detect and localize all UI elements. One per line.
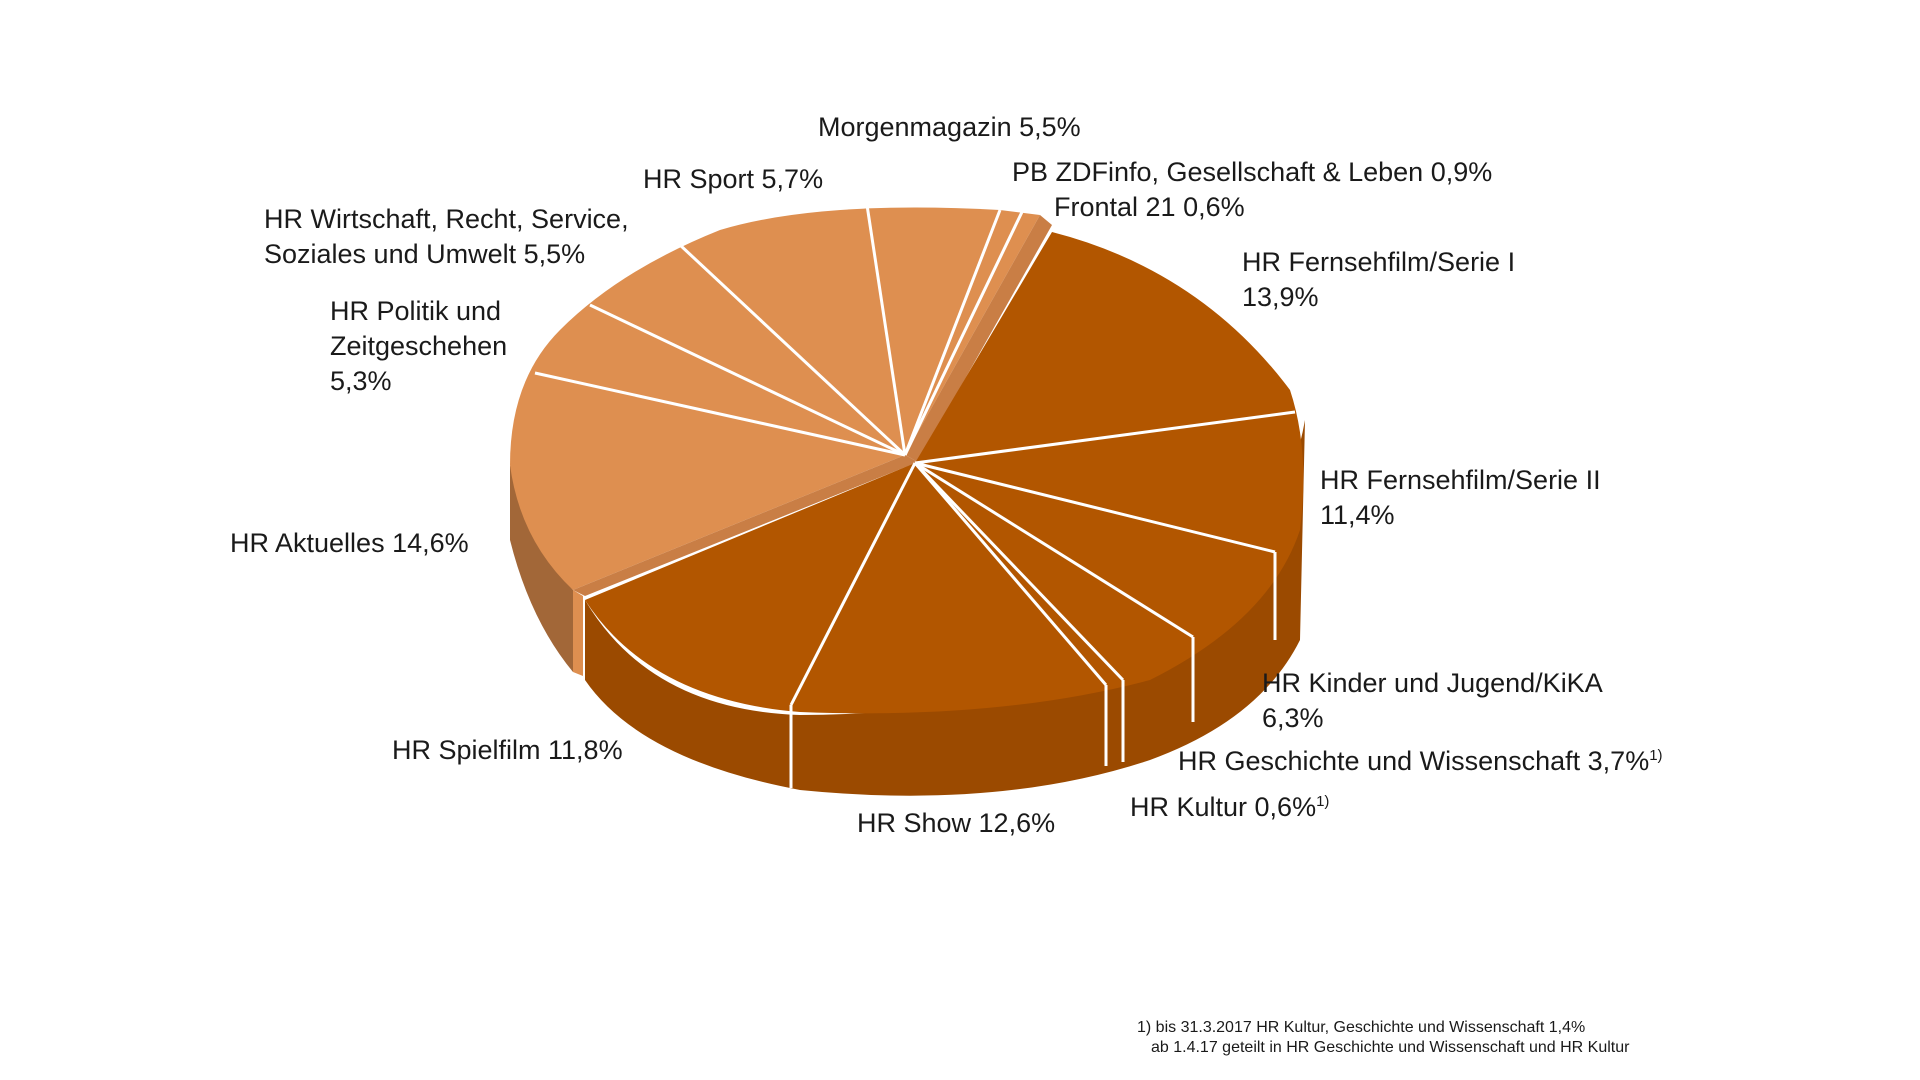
footnote-marker: 1) [1316,793,1330,810]
label-line: Soziales und Umwelt 5,5% [264,239,586,269]
label-morgenmagazin: Morgenmagazin 5,5% [818,112,1081,142]
label-line: Zeitgeschehen [330,331,508,361]
light-slices-top [510,207,1040,590]
label-frontal21: Frontal 21 0,6% [1054,192,1245,222]
label-hr-spielfilm: HR Spielfilm 11,8% [392,735,623,765]
label-hr-kultur: HR Kultur 0,6%1) [1130,784,1329,825]
label-line: HR Politik und [330,296,502,326]
light-dividers [534,204,1024,457]
label-hr-fernsehfilm-2: HR Fernsehfilm/Serie II 11,4% [1320,463,1601,533]
label-hr-sport: HR Sport 5,7% [643,164,824,194]
label-text: HR Geschichte und Wissenschaft 3,7% [1178,746,1650,776]
label-hr-wirtschaft: HR Wirtschaft, Recht, Service, Soziales … [264,202,629,272]
label-line: 13,9% [1242,282,1319,312]
label-line: 5,3% [330,366,392,396]
label-line: HR Kinder und Jugend/KiKA [1262,668,1603,698]
label-line: HR Fernsehfilm/Serie I [1242,247,1516,277]
label-hr-geschichte: HR Geschichte und Wissenschaft 3,7%1) [1178,738,1663,779]
label-hr-show: HR Show 12,6% [857,808,1056,838]
label-text: HR Kultur 0,6% [1130,792,1317,822]
dark-slices-side [585,420,1305,796]
label-line: 6,3% [1262,703,1324,733]
footnote-line: ab 1.4.17 geteilt in HR Geschichte und W… [1151,1039,1630,1056]
label-pb-zdfinfo: PB ZDFinfo, Gesellschaft & Leben 0,9% [1012,157,1493,187]
dark-dividers [789,410,1296,788]
label-line: HR Wirtschaft, Recht, Service, [264,204,629,234]
footnote: 1) bis 31.3.2017 HR Kultur, Geschichte u… [1137,1018,1629,1058]
footnote-line: 1) bis 31.3.2017 HR Kultur, Geschichte u… [1137,1019,1586,1036]
label-hr-fernsehfilm-1: HR Fernsehfilm/Serie I 13,9% [1242,245,1515,315]
label-hr-kika: HR Kinder und Jugend/KiKA 6,3% [1262,666,1603,736]
label-hr-aktuelles: HR Aktuelles 14,6% [230,528,469,558]
label-line: HR Fernsehfilm/Serie II [1320,465,1601,495]
footnote-marker: 1) [1649,747,1663,764]
label-hr-politik: HR Politik und Zeitgeschehen 5,3% [330,294,507,399]
label-line: 11,4% [1320,500,1395,530]
